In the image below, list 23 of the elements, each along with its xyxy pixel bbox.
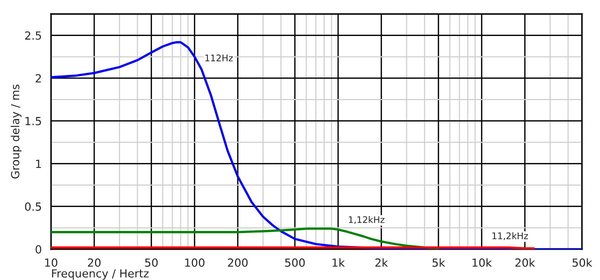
y-tick-label: 1.5 — [26, 117, 41, 126]
annotation: 112Hz — [205, 54, 233, 62]
x-tick-label: 10 — [45, 258, 58, 267]
x-axis-title: Frequency / Hertz — [52, 269, 149, 280]
x-tick-label: 100 — [185, 258, 204, 267]
y-tick-label: 0 — [36, 245, 42, 254]
x-tick-label: 5k — [432, 258, 446, 267]
annotation: 1,12kHz — [348, 216, 384, 224]
y-tick-label: 1 — [36, 160, 41, 168]
x-tick-label: 50 — [145, 258, 158, 267]
y-tick-label: 2.5 — [25, 31, 41, 40]
y-axis-title: Group delay / ms — [10, 84, 22, 179]
y-tick-label: 0.5 — [25, 202, 41, 211]
x-tick-label: 1k — [332, 258, 345, 267]
x-tick-label: 20 — [88, 258, 101, 267]
annotation: 11,2kHz — [492, 232, 528, 240]
x-tick-label: 2k — [375, 258, 388, 267]
x-tick-label: 500 — [285, 258, 305, 267]
x-tick-label: 10k — [472, 258, 492, 267]
x-tick-label: 20k — [515, 258, 536, 267]
y-tick-label: 2 — [36, 74, 41, 82]
x-tick-label: 200 — [228, 258, 248, 267]
x-tick-label: 50k — [572, 258, 592, 267]
